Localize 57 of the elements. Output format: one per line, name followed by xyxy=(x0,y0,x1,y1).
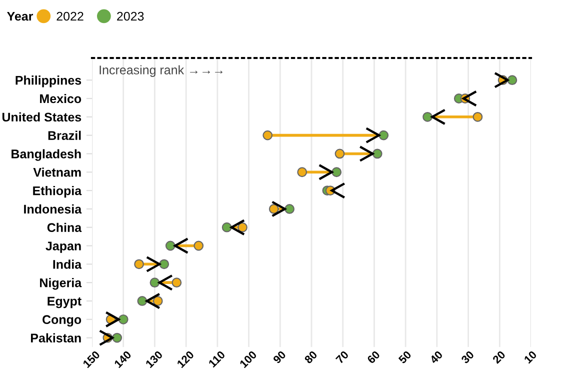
x-tick-label: 70 xyxy=(335,350,350,364)
x-tick-label: 60 xyxy=(366,350,380,364)
x-tick-label: 150 xyxy=(82,350,100,368)
point xyxy=(172,278,182,288)
point xyxy=(378,130,389,140)
point xyxy=(118,314,128,324)
point xyxy=(334,148,345,159)
y-tick-label: Brazil xyxy=(48,130,81,140)
x-tick-label: 10 xyxy=(524,350,538,364)
legend-title: Year xyxy=(7,12,34,21)
point xyxy=(332,167,342,178)
y-tick-label: Bangladesh xyxy=(12,149,81,161)
x-tick-label: 100 xyxy=(239,350,258,368)
x-tick-label: 20 xyxy=(492,350,506,364)
point xyxy=(112,332,122,343)
point xyxy=(422,112,432,122)
point xyxy=(238,222,248,232)
x-tick-label: 50 xyxy=(398,350,412,364)
point xyxy=(150,278,160,288)
x-tick-label: 80 xyxy=(304,350,318,364)
y-tick-label: Egypt xyxy=(48,296,82,308)
x-tick-label: 140 xyxy=(114,350,132,368)
y-tick-label: Nigeria xyxy=(40,278,82,290)
y-tick-label: Mexico xyxy=(40,94,82,104)
x-tick-label: 130 xyxy=(145,350,164,368)
point xyxy=(222,222,232,232)
y-tick-label: United States xyxy=(2,112,82,122)
point xyxy=(137,296,148,306)
point xyxy=(507,75,518,86)
y-tick-label: China xyxy=(47,222,82,232)
y-tick-label: Vietnam xyxy=(33,168,81,177)
y-tick-label: Japan xyxy=(46,242,81,253)
point xyxy=(372,148,382,159)
x-tick-label: 110 xyxy=(208,350,226,368)
point xyxy=(165,240,176,251)
point xyxy=(297,167,308,178)
annotation: Increasing rank →→→ xyxy=(100,65,222,77)
x-tick-label: 30 xyxy=(460,350,474,364)
x-tick-label: 120 xyxy=(176,350,194,368)
legend-label: 2023 xyxy=(117,12,144,21)
y-tick-label: Philippines xyxy=(16,76,82,88)
y-tick-label: Indonesia xyxy=(24,204,82,214)
point xyxy=(268,204,279,214)
point xyxy=(472,112,483,122)
x-tick-label: 90 xyxy=(272,350,286,364)
point xyxy=(152,296,163,306)
point xyxy=(159,259,170,270)
y-tick-label: Pakistan xyxy=(31,333,81,342)
y-tick-label: Congo xyxy=(42,315,82,327)
point xyxy=(134,259,144,270)
x-tick-label: 40 xyxy=(429,350,444,364)
legend-label: 2022 xyxy=(56,12,84,21)
point xyxy=(284,204,294,214)
point xyxy=(262,130,273,140)
y-tick-label: Ethiopia xyxy=(33,186,82,198)
point xyxy=(194,240,204,251)
y-tick-label: India xyxy=(53,260,82,269)
